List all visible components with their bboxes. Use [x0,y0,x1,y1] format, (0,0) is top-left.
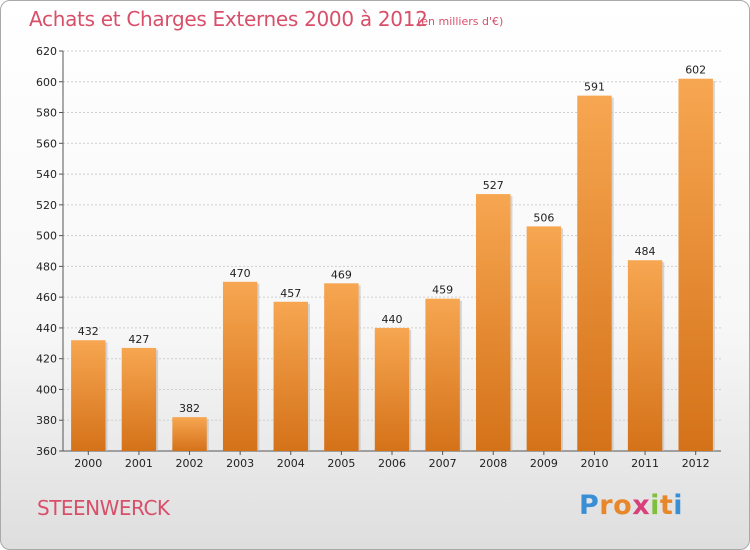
data-label-2008: 527 [483,179,504,192]
y-tick-label: 500 [36,230,57,243]
logo-letter: i [650,490,660,521]
x-tick-label-2004: 2004 [277,457,305,470]
bars [71,78,715,452]
proxiti-logo[interactable]: Proxiti [579,490,683,521]
x-tick-label-2000: 2000 [74,457,102,470]
commune-name: STEENWERCK [37,496,170,520]
bar-2001 [121,347,157,451]
bar-2006 [374,327,410,451]
y-tick-label: 520 [36,199,57,212]
y-tick-label: 600 [36,76,57,89]
bar-2005 [324,283,359,451]
data-label-2009: 506 [533,211,554,224]
bar-2003 [222,281,258,451]
data-label-2012: 602 [685,64,706,77]
data-label-2011: 484 [635,245,656,258]
x-tick-label-2011: 2011 [631,457,659,470]
y-tick-label: 560 [36,137,57,150]
logo-letter: t [659,490,674,521]
y-tick-label: 380 [36,414,57,427]
x-tick-label-2007: 2007 [429,457,457,470]
bar-2000 [71,340,106,451]
logo-letter: P [579,490,600,521]
y-tick-label: 400 [36,383,57,396]
data-label-2004: 457 [280,287,301,300]
labels: 432 427 382 470 457 469 440 459 527 506 591 484 602 [78,64,706,415]
bar-2007 [425,298,460,451]
chart-title: Achats et Charges Externes 2000 à 2012 [29,7,428,31]
data-label-2006: 440 [382,313,403,326]
data-label-2000: 432 [78,325,99,338]
logo-letter: i [673,490,684,521]
y-tick-label: 480 [36,260,57,273]
x-tick-label-2003: 2003 [226,457,254,470]
y-tick-label: 540 [36,168,57,181]
data-label-2003: 470 [230,267,251,280]
y-tick-label: 460 [36,291,57,304]
y-tick-label: 360 [36,445,57,458]
y-tick-label: 620 [36,45,57,58]
x-tick-label-2005: 2005 [327,457,355,470]
bar-2004 [273,301,308,451]
x-tick-label-2006: 2006 [378,457,406,470]
x-tick-label-2009: 2009 [530,457,558,470]
bar-2012 [678,78,713,451]
chart-subtitle: (en milliers d'€) [417,15,504,28]
x-tick-label-2010: 2010 [580,457,608,470]
y-tick-label: 440 [36,322,57,335]
x-tick-label-2012: 2012 [682,457,710,470]
bar-2010 [577,95,612,451]
data-label-2005: 469 [331,268,352,281]
y-tick-label: 420 [36,353,57,366]
x-tick-label-2002: 2002 [176,457,204,470]
x-tick-label-2008: 2008 [479,457,507,470]
data-label-2001: 427 [128,333,149,346]
bar-2008 [476,194,511,452]
data-label-2002: 382 [179,402,200,415]
bar-2002 [172,417,207,451]
bar-2009 [526,226,562,451]
data-label-2007: 459 [432,284,453,297]
logo-letter: r [599,490,614,521]
bar-2011 [627,260,663,451]
logo-letter: o [613,490,633,521]
axes: 360 380 400 420 440 460 480 500 520 540 560 580 600 6… [36,45,721,470]
data-label-2010: 591 [584,81,605,94]
logo-letter: x [632,490,651,521]
y-tick-label: 580 [36,107,57,120]
x-tick-label-2001: 2001 [125,457,153,470]
